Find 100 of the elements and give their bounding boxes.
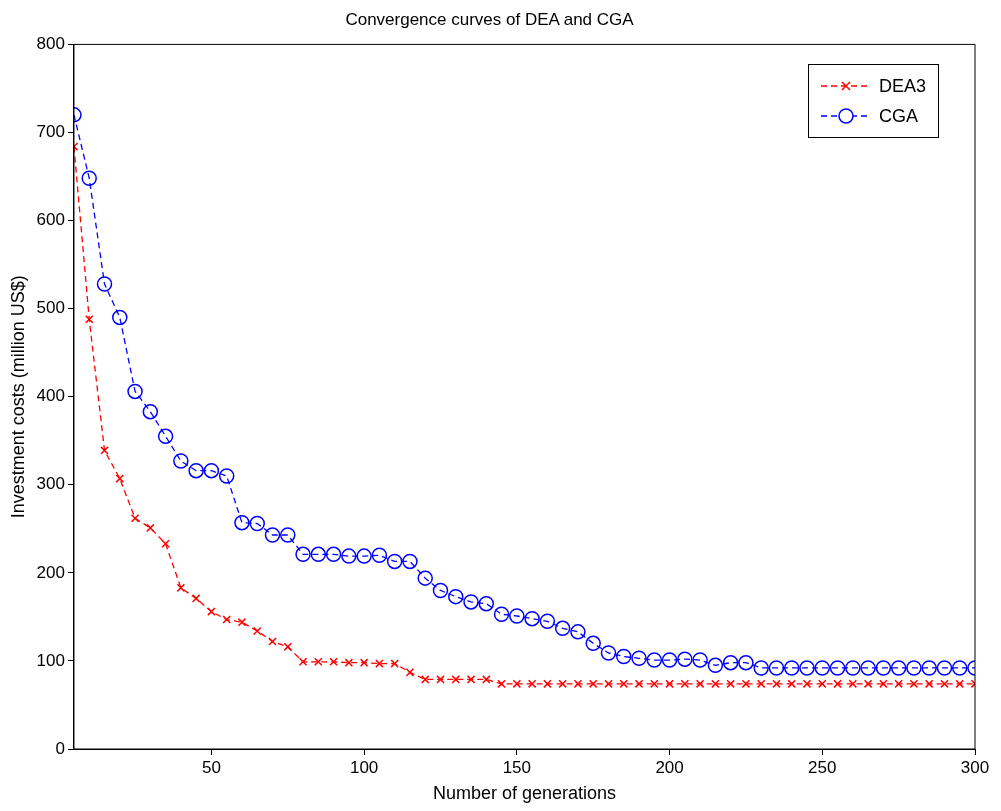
point [280,527,296,543]
point [802,679,812,689]
point [845,660,861,676]
x-tick-label: 100 [349,757,379,777]
point [711,679,720,689]
point [356,548,372,564]
point [573,679,583,689]
point [451,675,461,684]
point [191,594,201,603]
point [325,546,342,563]
y-tick-label: 500 [36,298,65,318]
y-tick-label: 200 [36,562,65,582]
point [756,679,766,689]
x-tick-label: 200 [655,757,684,777]
point [738,654,754,671]
point [344,658,354,667]
point [951,660,968,676]
point [619,679,629,689]
point [112,309,128,326]
y-tick-label: 400 [36,386,65,406]
point [848,679,858,689]
x-tick-label: 250 [808,757,837,777]
x-tick-label: 50 [201,757,221,777]
point [631,650,647,667]
point [600,645,617,661]
point [585,635,601,652]
point [466,675,476,684]
point [783,660,800,676]
point [772,679,781,689]
point [115,474,125,483]
point [448,588,464,605]
point [386,553,403,570]
point [218,468,235,484]
point [924,679,934,689]
point [554,620,571,637]
point [493,606,510,622]
y-tick-label: 800 [36,34,65,54]
point [264,527,281,543]
y-tick-label: 100 [36,650,65,670]
y-tick-label: 300 [36,474,65,494]
point [558,679,567,689]
point [818,679,827,689]
point [417,570,433,586]
x-tick-label: 300 [960,757,990,777]
point [203,462,220,479]
point [680,679,690,689]
y-axis-title: Investment costs (million US$) [7,275,28,519]
point [833,679,842,689]
point [940,679,949,689]
point [482,675,491,684]
point [695,679,705,689]
point [799,660,815,676]
point [539,613,556,630]
y-tick-label: 0 [55,738,65,758]
point [829,660,846,676]
point [420,675,430,684]
point [252,626,262,636]
point [650,679,659,689]
point [509,608,525,624]
chart-title: Convergence curves of DEA and CGA [345,9,635,29]
point [616,648,632,665]
point [173,453,189,469]
point [176,583,186,593]
point [234,514,250,531]
point [814,660,831,676]
point [512,679,522,689]
point [726,679,735,689]
point [329,657,338,667]
point [81,170,97,187]
y-tick-label: 600 [36,210,65,230]
x-axis-title: Number of generations [432,783,617,804]
point [875,660,892,676]
point [497,679,506,689]
point [524,610,540,627]
point [84,314,94,324]
point [634,679,644,689]
point [909,679,919,689]
point [860,660,876,676]
point [390,659,399,668]
point [665,679,674,689]
point [341,548,357,564]
point [646,652,663,668]
point [692,652,708,668]
point [314,657,323,667]
point [188,462,204,479]
point [588,679,598,689]
point [222,615,231,624]
point [604,679,613,689]
point [863,679,873,689]
point [527,679,537,689]
point [237,617,247,627]
point [890,660,907,676]
point [955,679,965,689]
point [921,660,937,676]
point [478,595,495,612]
point [753,660,769,676]
point [936,660,953,676]
point [298,657,308,667]
point [146,523,155,533]
point [249,515,265,532]
